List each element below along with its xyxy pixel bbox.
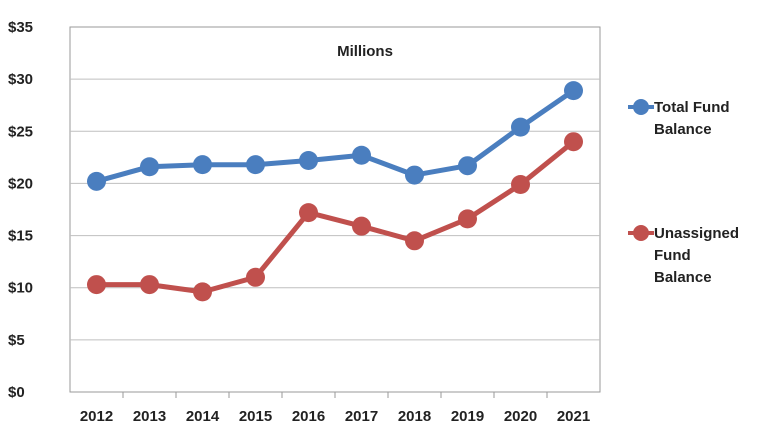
data-point (405, 165, 424, 185)
y-axis-ticks: $0 $5 $10 $15 $20 $25 $30 $35 (8, 19, 33, 401)
data-point (564, 132, 583, 152)
x-axis-ticks: 2012 2013 2014 2015 2016 2017 2018 2019 2020 2021 (80, 392, 590, 425)
data-point (140, 275, 159, 295)
data-point (299, 203, 318, 223)
x-tick-label: 2019 (451, 408, 484, 425)
y-tick-label: $25 (8, 123, 33, 140)
legend-label: Unassigned Fund Balance (654, 225, 739, 286)
y-tick-label: $10 (8, 280, 33, 297)
legend: Total Fund Balance Unassigned Fund Balance (628, 99, 739, 286)
x-tick-label: 2020 (504, 408, 537, 425)
data-point (352, 216, 371, 236)
data-point (458, 156, 477, 176)
data-point (511, 174, 530, 194)
x-tick-label: 2013 (133, 408, 166, 425)
y-tick-label: $0 (8, 384, 25, 401)
data-point (87, 275, 106, 295)
y-tick-label: $15 (8, 228, 33, 245)
x-tick-label: 2015 (239, 408, 272, 425)
data-point (511, 117, 530, 137)
data-point (193, 282, 212, 302)
y-tick-label: $5 (8, 332, 25, 349)
data-point (140, 157, 159, 177)
series-line-1 (94, 88, 576, 184)
x-tick-label: 2017 (345, 408, 378, 425)
legend-marker (633, 225, 649, 241)
y-tick-label: $20 (8, 175, 33, 192)
x-tick-label: 2016 (292, 408, 325, 425)
x-tick-label: 2014 (186, 408, 220, 425)
x-tick-label: 2021 (557, 408, 590, 425)
x-tick-label: 2018 (398, 408, 431, 425)
data-point (458, 209, 477, 229)
data-point (246, 155, 265, 175)
chart-title: Millions (337, 43, 393, 60)
series-line-2 (94, 139, 576, 295)
data-point (299, 150, 318, 170)
legend-marker (633, 99, 649, 115)
y-tick-label: $30 (8, 71, 33, 88)
series-group (87, 81, 583, 302)
data-point (352, 145, 371, 165)
data-point (405, 231, 424, 251)
data-point (193, 155, 212, 175)
legend-label: Total Fund Balance (654, 99, 730, 138)
data-point (87, 171, 106, 191)
data-point (564, 81, 583, 101)
y-tick-label: $35 (8, 19, 33, 36)
x-tick-label: 2012 (80, 408, 113, 425)
data-point (246, 267, 265, 287)
